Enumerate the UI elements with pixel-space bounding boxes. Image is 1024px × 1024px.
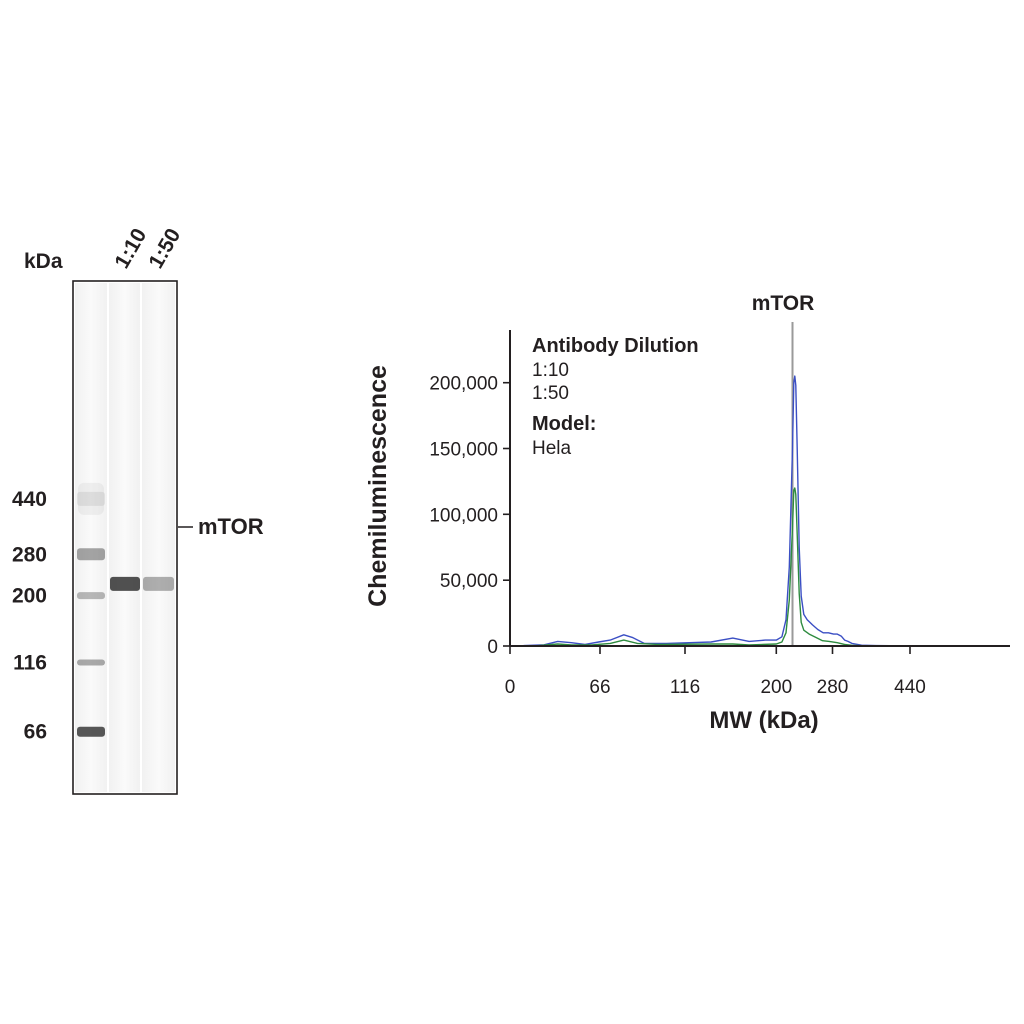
model-value: Hela: [532, 438, 572, 459]
ladder-band: [77, 491, 105, 506]
x-tick-label: 0: [505, 677, 516, 698]
ladder-band: [77, 659, 105, 666]
ladder-band: [77, 726, 105, 737]
gel-border: [72, 280, 178, 795]
x-tick-label: 280: [817, 677, 849, 698]
ladder-smear: [78, 482, 104, 515]
y-tick-label: 50,000: [440, 571, 498, 592]
y-ticks: 0 50,000 100,000 150,000 200,000: [429, 374, 510, 658]
x-tick-label: 200: [760, 677, 792, 698]
legend-entry-1-50: 1:50: [532, 383, 569, 404]
y-tick-label: 100,000: [429, 505, 498, 526]
x-tick-label: 440: [894, 677, 926, 698]
y-axis-label: Chemiluminescence: [364, 365, 392, 607]
sample-band: [110, 576, 140, 591]
y-tick-label: 150,000: [429, 440, 498, 461]
ladder-label: 200: [12, 585, 47, 608]
y-tick-label: 200,000: [429, 374, 498, 395]
band-label-mtor: mTOR: [198, 514, 264, 539]
lane-label: 1:10: [110, 225, 151, 273]
model-label: Model:: [532, 413, 596, 435]
ladder-label: 440: [12, 488, 47, 511]
gel-panel: kDa 1:101:50 440 280 200 116 66 mTOR: [12, 225, 264, 795]
series-line-1-10: [509, 375, 891, 647]
x-ticks: 0 66 116 200 280 440: [505, 646, 926, 698]
x-tick-label: 116: [670, 677, 700, 698]
y-tick-label: 0: [487, 637, 498, 658]
lane-labels: 1:101:50: [110, 225, 185, 273]
legend-entry-1-10: 1:10: [532, 360, 569, 381]
ladder-labels: 440 280 200 116 66: [12, 488, 47, 744]
ladder-band: [77, 548, 105, 561]
ladder-bands: [77, 482, 105, 737]
ladder-band: [77, 592, 105, 600]
lane-1-10: [109, 283, 140, 792]
ladder-label: 280: [12, 543, 47, 566]
legend-title: Antibody Dilution: [532, 335, 699, 357]
ladder-label: 66: [24, 721, 47, 744]
x-tick-label: 66: [589, 677, 610, 698]
x-axis-label: MW (kDa): [709, 707, 818, 734]
kda-axis-label: kDa: [24, 250, 63, 273]
legend: Antibody Dilution 1:10 1:50 Model: Hela: [532, 335, 699, 459]
series-lines: [509, 375, 891, 647]
lane-label: 1:50: [144, 225, 185, 273]
chart-panel: mTOR 0 50,000 100,000 150,000 200,000 0 66 116…: [364, 292, 1010, 734]
peak-label: mTOR: [752, 292, 815, 315]
lane-1-50: [142, 283, 175, 792]
sample-band: [143, 576, 174, 591]
sample-bands: [110, 576, 174, 591]
ladder-lane: [75, 283, 107, 792]
series-line-1-50: [509, 487, 891, 647]
ladder-label: 116: [13, 652, 47, 675]
